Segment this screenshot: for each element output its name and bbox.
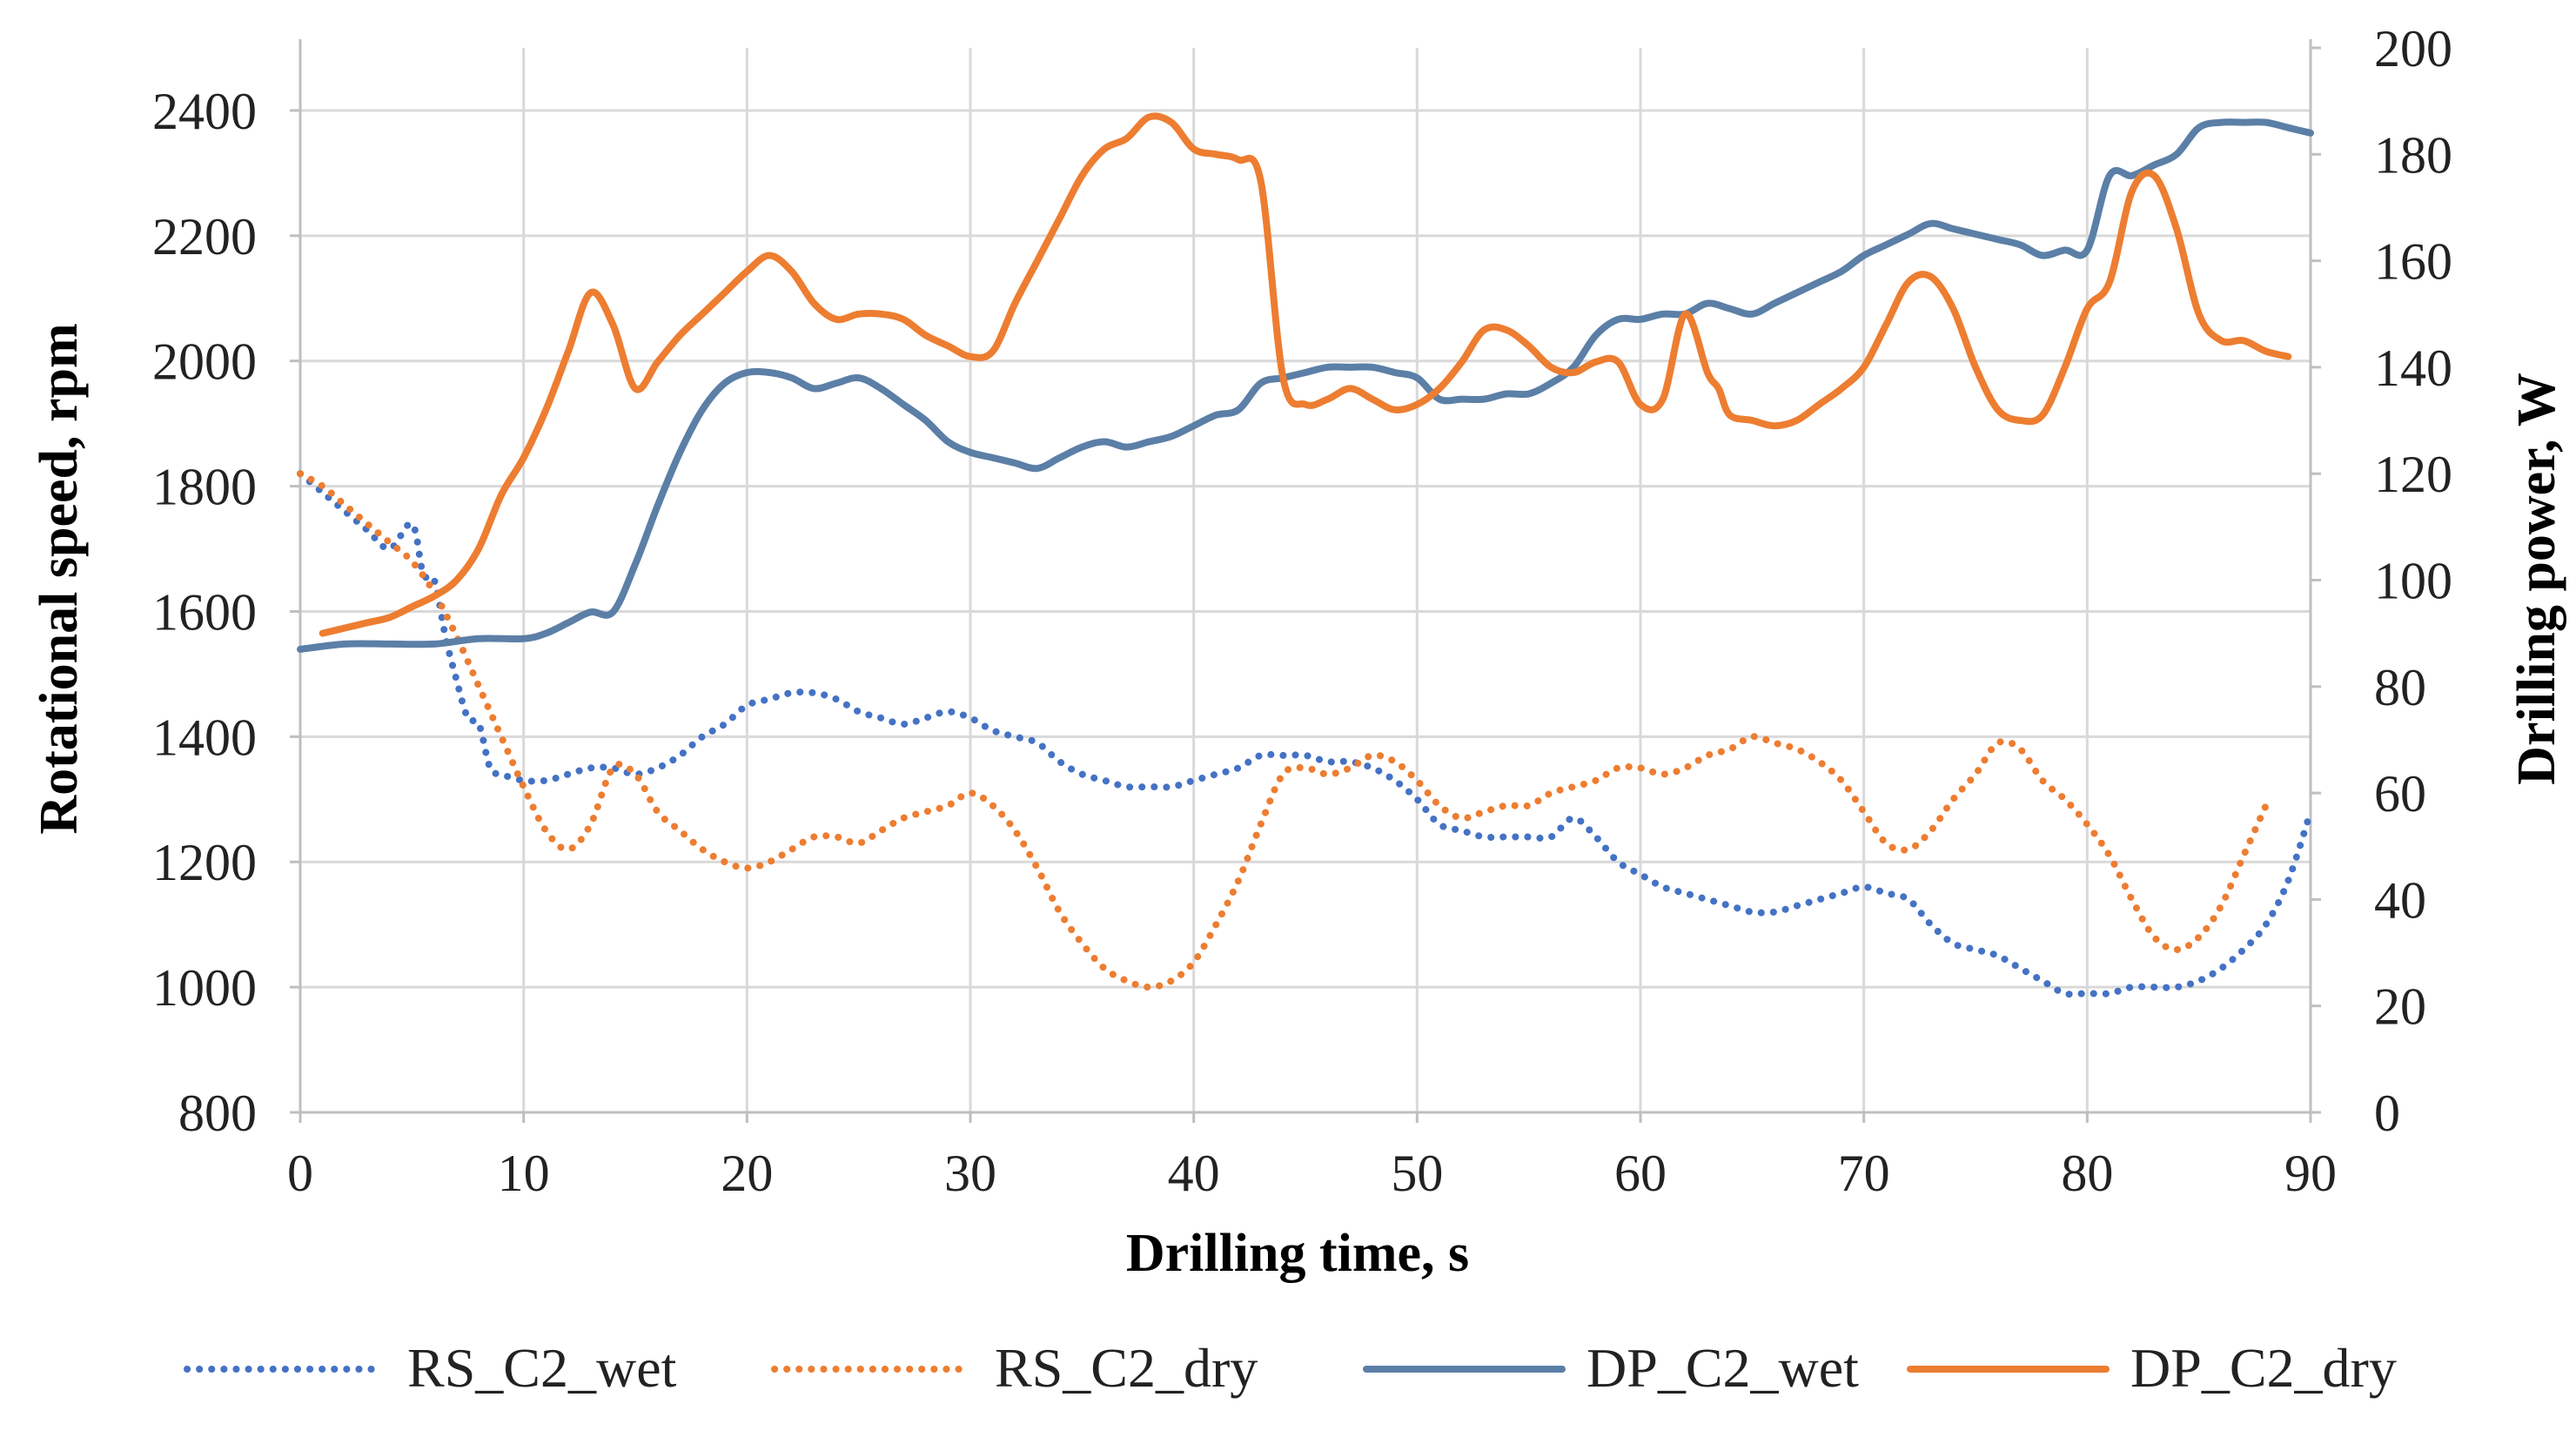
y-left-tick-label: 2000	[152, 333, 257, 391]
series-line-dp-c2-wet	[297, 118, 2314, 653]
x-tick-label: 60	[1614, 1145, 1667, 1202]
x-tick-label: 50	[1391, 1145, 1443, 1202]
x-tick-label: 30	[944, 1145, 996, 1202]
axes	[290, 39, 2321, 1123]
legend-label-dp-c2-wet: DP_C2_wet	[1587, 1337, 1859, 1399]
y-right-tick-label: 80	[2374, 659, 2426, 716]
x-tick-label: 80	[2061, 1145, 2113, 1202]
x-tick-label: 70	[1838, 1145, 1890, 1202]
y-left-tick-label: 2400	[152, 83, 257, 140]
y-left-tick-label: 1800	[152, 459, 257, 516]
legend-label-rs-c2-wet: RS_C2_wet	[407, 1337, 677, 1399]
x-tick-label: 0	[287, 1145, 313, 1202]
y-right-tick-label: 60	[2374, 765, 2426, 823]
x-tick-label: 20	[721, 1145, 773, 1202]
y-right-tick-label: 200	[2374, 20, 2452, 77]
y-right-tick-label: 20	[2374, 978, 2426, 1036]
y-right-tick-label: 160	[2374, 233, 2452, 291]
y-right-tick-label: 100	[2374, 553, 2452, 610]
y-left-tick-label: 1400	[152, 709, 257, 766]
series-group	[297, 112, 2314, 998]
x-tick-label: 10	[498, 1145, 550, 1202]
x-tick-label: 90	[2284, 1145, 2337, 1202]
y-right-axis-title: Drilling power, W	[2507, 373, 2566, 785]
series-line-rs-c2-wet	[297, 470, 2314, 998]
series-line-dp-c2-dry	[319, 112, 2292, 637]
x-axis-title: Drilling time, s	[1126, 1224, 1469, 1283]
legend-label-dp-c2-dry: DP_C2_dry	[2130, 1337, 2397, 1399]
y-right-tick-label: 180	[2374, 126, 2452, 184]
y-left-tick-label: 800	[178, 1085, 257, 1142]
y-left-axis-title: Rotational speed, rpm	[30, 323, 89, 834]
grid	[300, 48, 2311, 1112]
legend-label-rs-c2-dry: RS_C2_dry	[995, 1337, 1258, 1399]
y-right-tick-label: 0	[2374, 1085, 2400, 1142]
y-right-tick-label: 40	[2374, 871, 2426, 929]
y-right-tick-label: 140	[2374, 339, 2452, 397]
y-left-tick-label: 2200	[152, 208, 257, 265]
y-right-tick-label: 120	[2374, 446, 2452, 503]
legend: RS_C2_wet RS_C2_dry DP_C2_wet DP_C2_dry	[184, 1337, 2397, 1399]
tick-labels: 0 10 20 30 40 50 60 70 80 90800100012001400160018…	[152, 20, 2452, 1202]
x-tick-label: 40	[1168, 1145, 1220, 1202]
y-left-tick-label: 1600	[152, 583, 257, 641]
y-left-tick-label: 1200	[152, 834, 257, 891]
series-line-rs-c2-dry	[297, 470, 2270, 991]
y-left-tick-label: 1000	[152, 959, 257, 1017]
